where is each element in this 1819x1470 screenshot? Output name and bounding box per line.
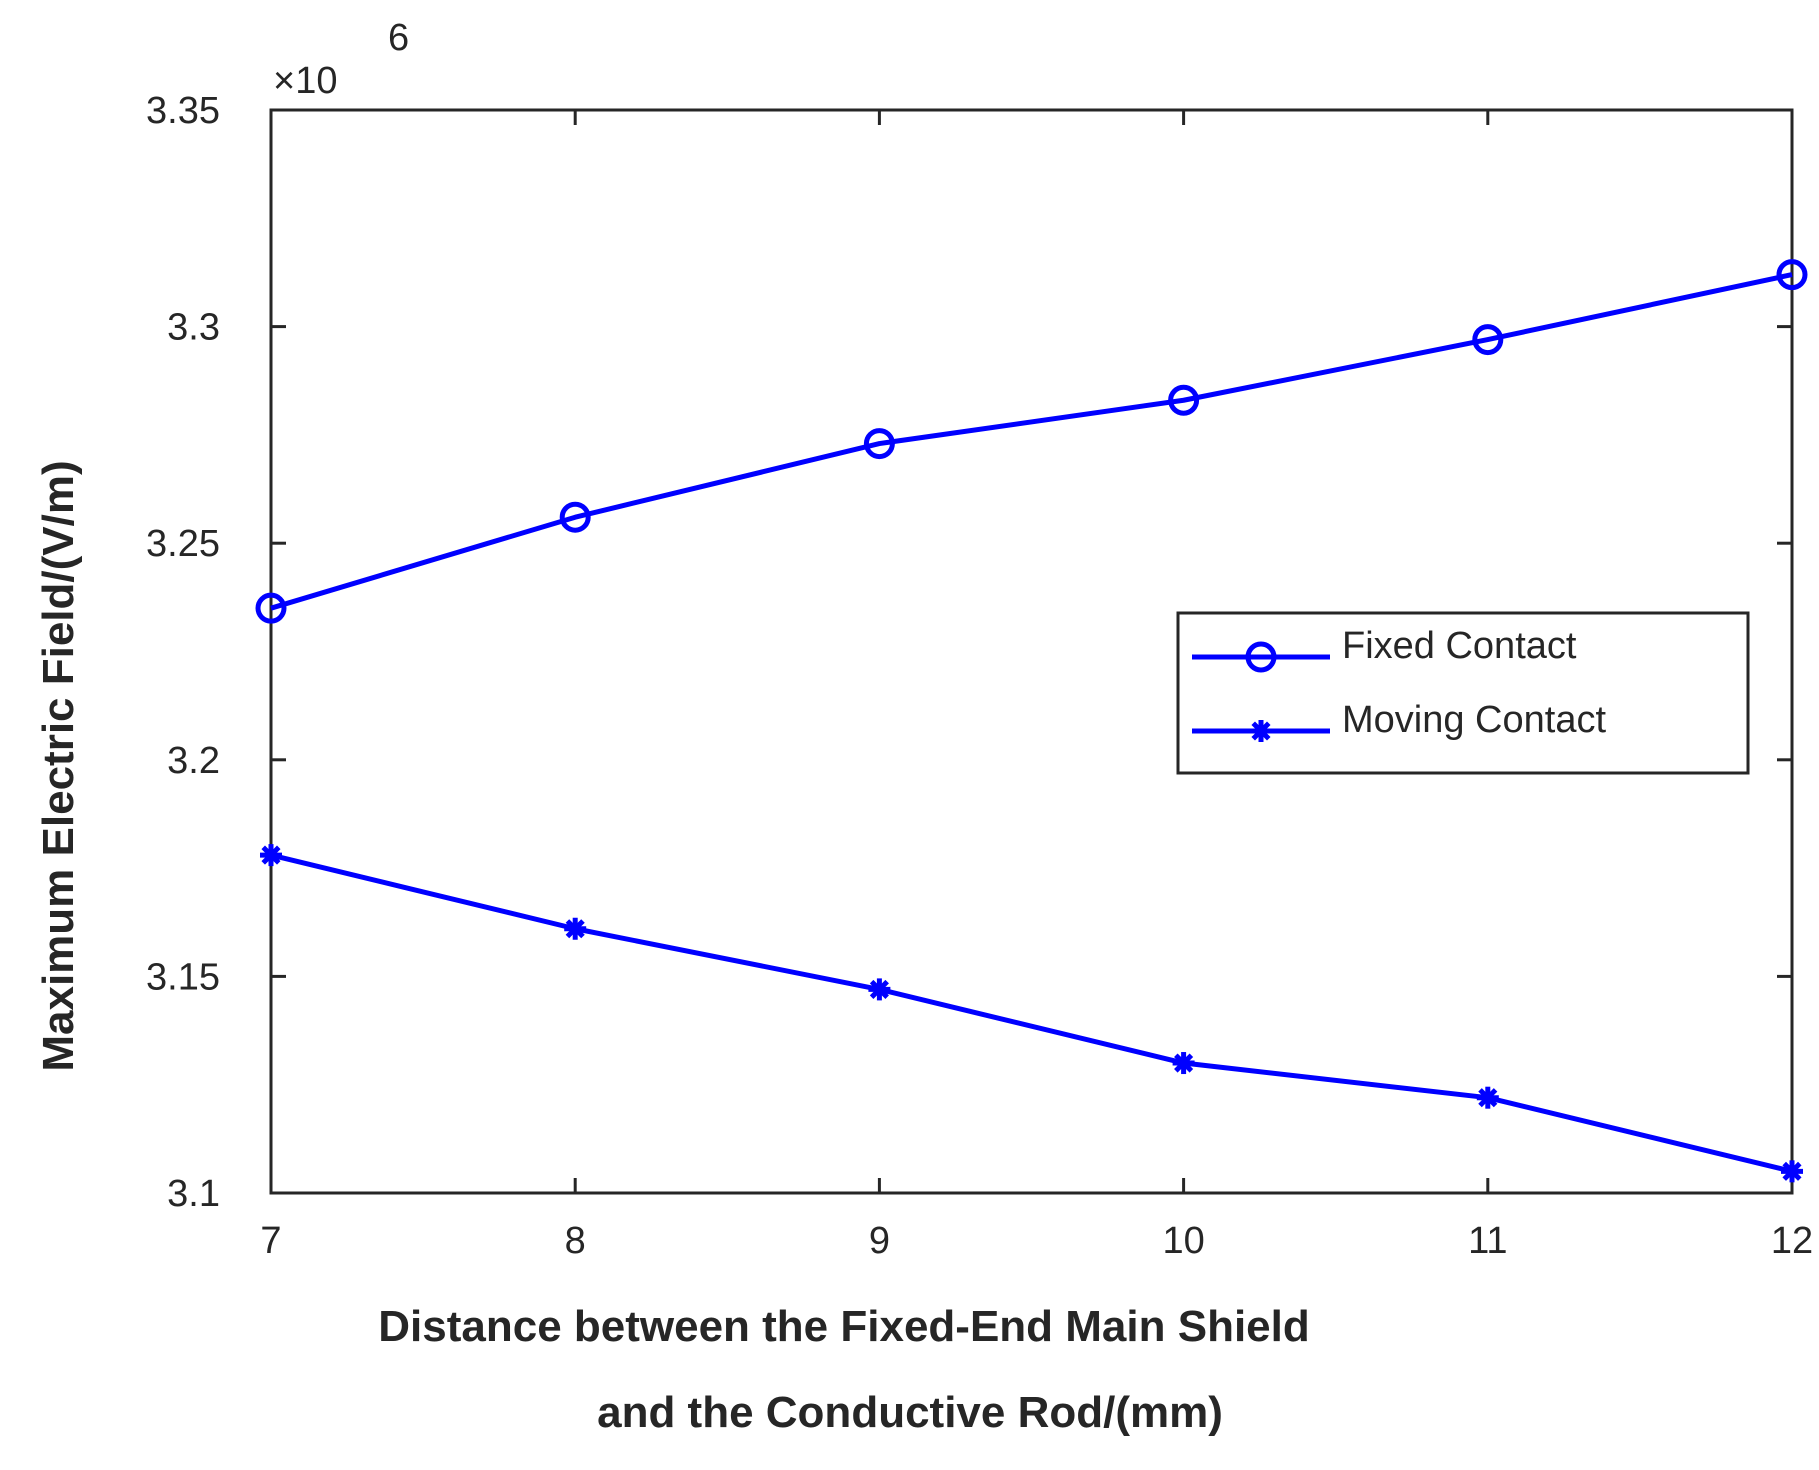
y-tick-label: 3.1 xyxy=(167,1173,220,1215)
asterisk-stroke xyxy=(1174,1053,1194,1073)
x-tick-label: 7 xyxy=(260,1220,281,1262)
data-point-moving-contact xyxy=(1476,1086,1499,1109)
data-point-fixed-contact xyxy=(1168,384,1200,416)
y-tick-label: 3.2 xyxy=(167,740,220,782)
y-tick-label: 3.15 xyxy=(146,956,220,998)
legend-asterisk-glyph xyxy=(1250,720,1272,742)
asterisk-stroke xyxy=(1782,1161,1802,1181)
data-point-fixed-contact xyxy=(255,592,287,624)
y-scale-exponent: 6 xyxy=(388,17,409,59)
asterisk-stroke xyxy=(1251,721,1271,741)
y-tick-label: 3.35 xyxy=(146,90,220,132)
data-point-moving-contact xyxy=(260,844,282,867)
asterisk-stroke xyxy=(261,845,281,865)
x-axis-title-line-1: Distance between the Fixed-End Main Shie… xyxy=(378,1302,1310,1351)
legend: Fixed Contact Moving Contact xyxy=(1176,611,1750,775)
data-point-moving-contact xyxy=(868,978,891,1001)
legend-marker-fixed-contact xyxy=(1245,641,1277,673)
data-point-fixed-contact xyxy=(863,428,895,460)
asterisk-stroke xyxy=(869,979,889,999)
series-layer xyxy=(255,259,1808,1183)
y-axis-title: Maximum Electric Field/(V/m) xyxy=(34,460,83,1071)
x-tick-label: 10 xyxy=(1162,1220,1204,1262)
x-tick-label: 12 xyxy=(1771,1220,1813,1262)
asterisk-stroke xyxy=(1478,1088,1498,1108)
x-axis-ticks: 7 8 9 10 11 12 xyxy=(260,110,1813,1262)
x-tick-label: 9 xyxy=(869,1220,890,1262)
x-tick-label: 11 xyxy=(1468,1220,1507,1262)
y-tick-label: 3.25 xyxy=(146,523,220,565)
data-point-moving-contact xyxy=(1781,1160,1803,1183)
x-tick-label: 8 xyxy=(565,1220,586,1262)
y-scale-multiplier: ×10 xyxy=(273,60,337,102)
series-line-fixed-contact xyxy=(270,272,1793,611)
y-tick-label: 3.3 xyxy=(167,307,220,349)
data-point-fixed-contact xyxy=(1776,259,1808,291)
legend-label-fixed-contact: Fixed Contact xyxy=(1342,625,1577,667)
data-point-moving-contact xyxy=(1172,1052,1195,1075)
data-point-moving-contact xyxy=(564,917,587,940)
data-point-fixed-contact xyxy=(1472,324,1504,356)
x-axis-title-line-2: and the Conductive Rod/(mm) xyxy=(597,1388,1223,1437)
asterisk-stroke xyxy=(565,919,585,939)
data-point-fixed-contact xyxy=(559,501,591,533)
y-axis-ticks: 3.1 3.15 3.2 3.25 3.3 3.35 xyxy=(146,90,1792,1215)
legend-marker-moving-contact xyxy=(1250,720,1272,742)
legend-box xyxy=(1176,611,1750,775)
legend-label-moving-contact: Moving Contact xyxy=(1342,699,1606,741)
series-line-moving-contact xyxy=(270,852,1793,1174)
